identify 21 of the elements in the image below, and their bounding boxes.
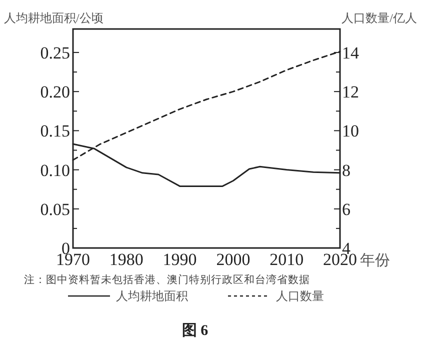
y-axis-title: 人均耕地面积/公顷: [4, 11, 104, 25]
y2-tick-label: 8: [342, 160, 350, 180]
y2-axis-title: 人口数量/亿人: [342, 11, 417, 25]
y-tick-label: 0.15: [40, 122, 70, 141]
y-tick-label: 0.10: [40, 160, 70, 180]
text: 注：图中资料暂未包括香港、澳门特别行政区和台湾省数据: [24, 273, 310, 286]
y2-tick-label: 14: [342, 43, 360, 62]
caption: 图 6: [182, 323, 209, 339]
y2-tick-label: 6: [342, 200, 350, 219]
y2-tick-label: 10: [342, 122, 359, 141]
x-tick-label: 1980: [109, 250, 144, 269]
legend-label: 人均耕地面积: [116, 289, 188, 303]
y-tick-label: 0.05: [40, 200, 70, 219]
x-tick-label: 1990: [162, 250, 197, 269]
y2-tick-label: 12: [342, 82, 359, 102]
legend-label: 人口数量: [276, 289, 324, 303]
y-tick-label: 0.20: [40, 82, 70, 102]
x-tick-label: 2000: [216, 250, 250, 269]
x-tick-label: 2010: [270, 250, 304, 269]
x-axis-title: 年份: [360, 252, 390, 269]
y-tick-label: 0.25: [40, 43, 70, 62]
